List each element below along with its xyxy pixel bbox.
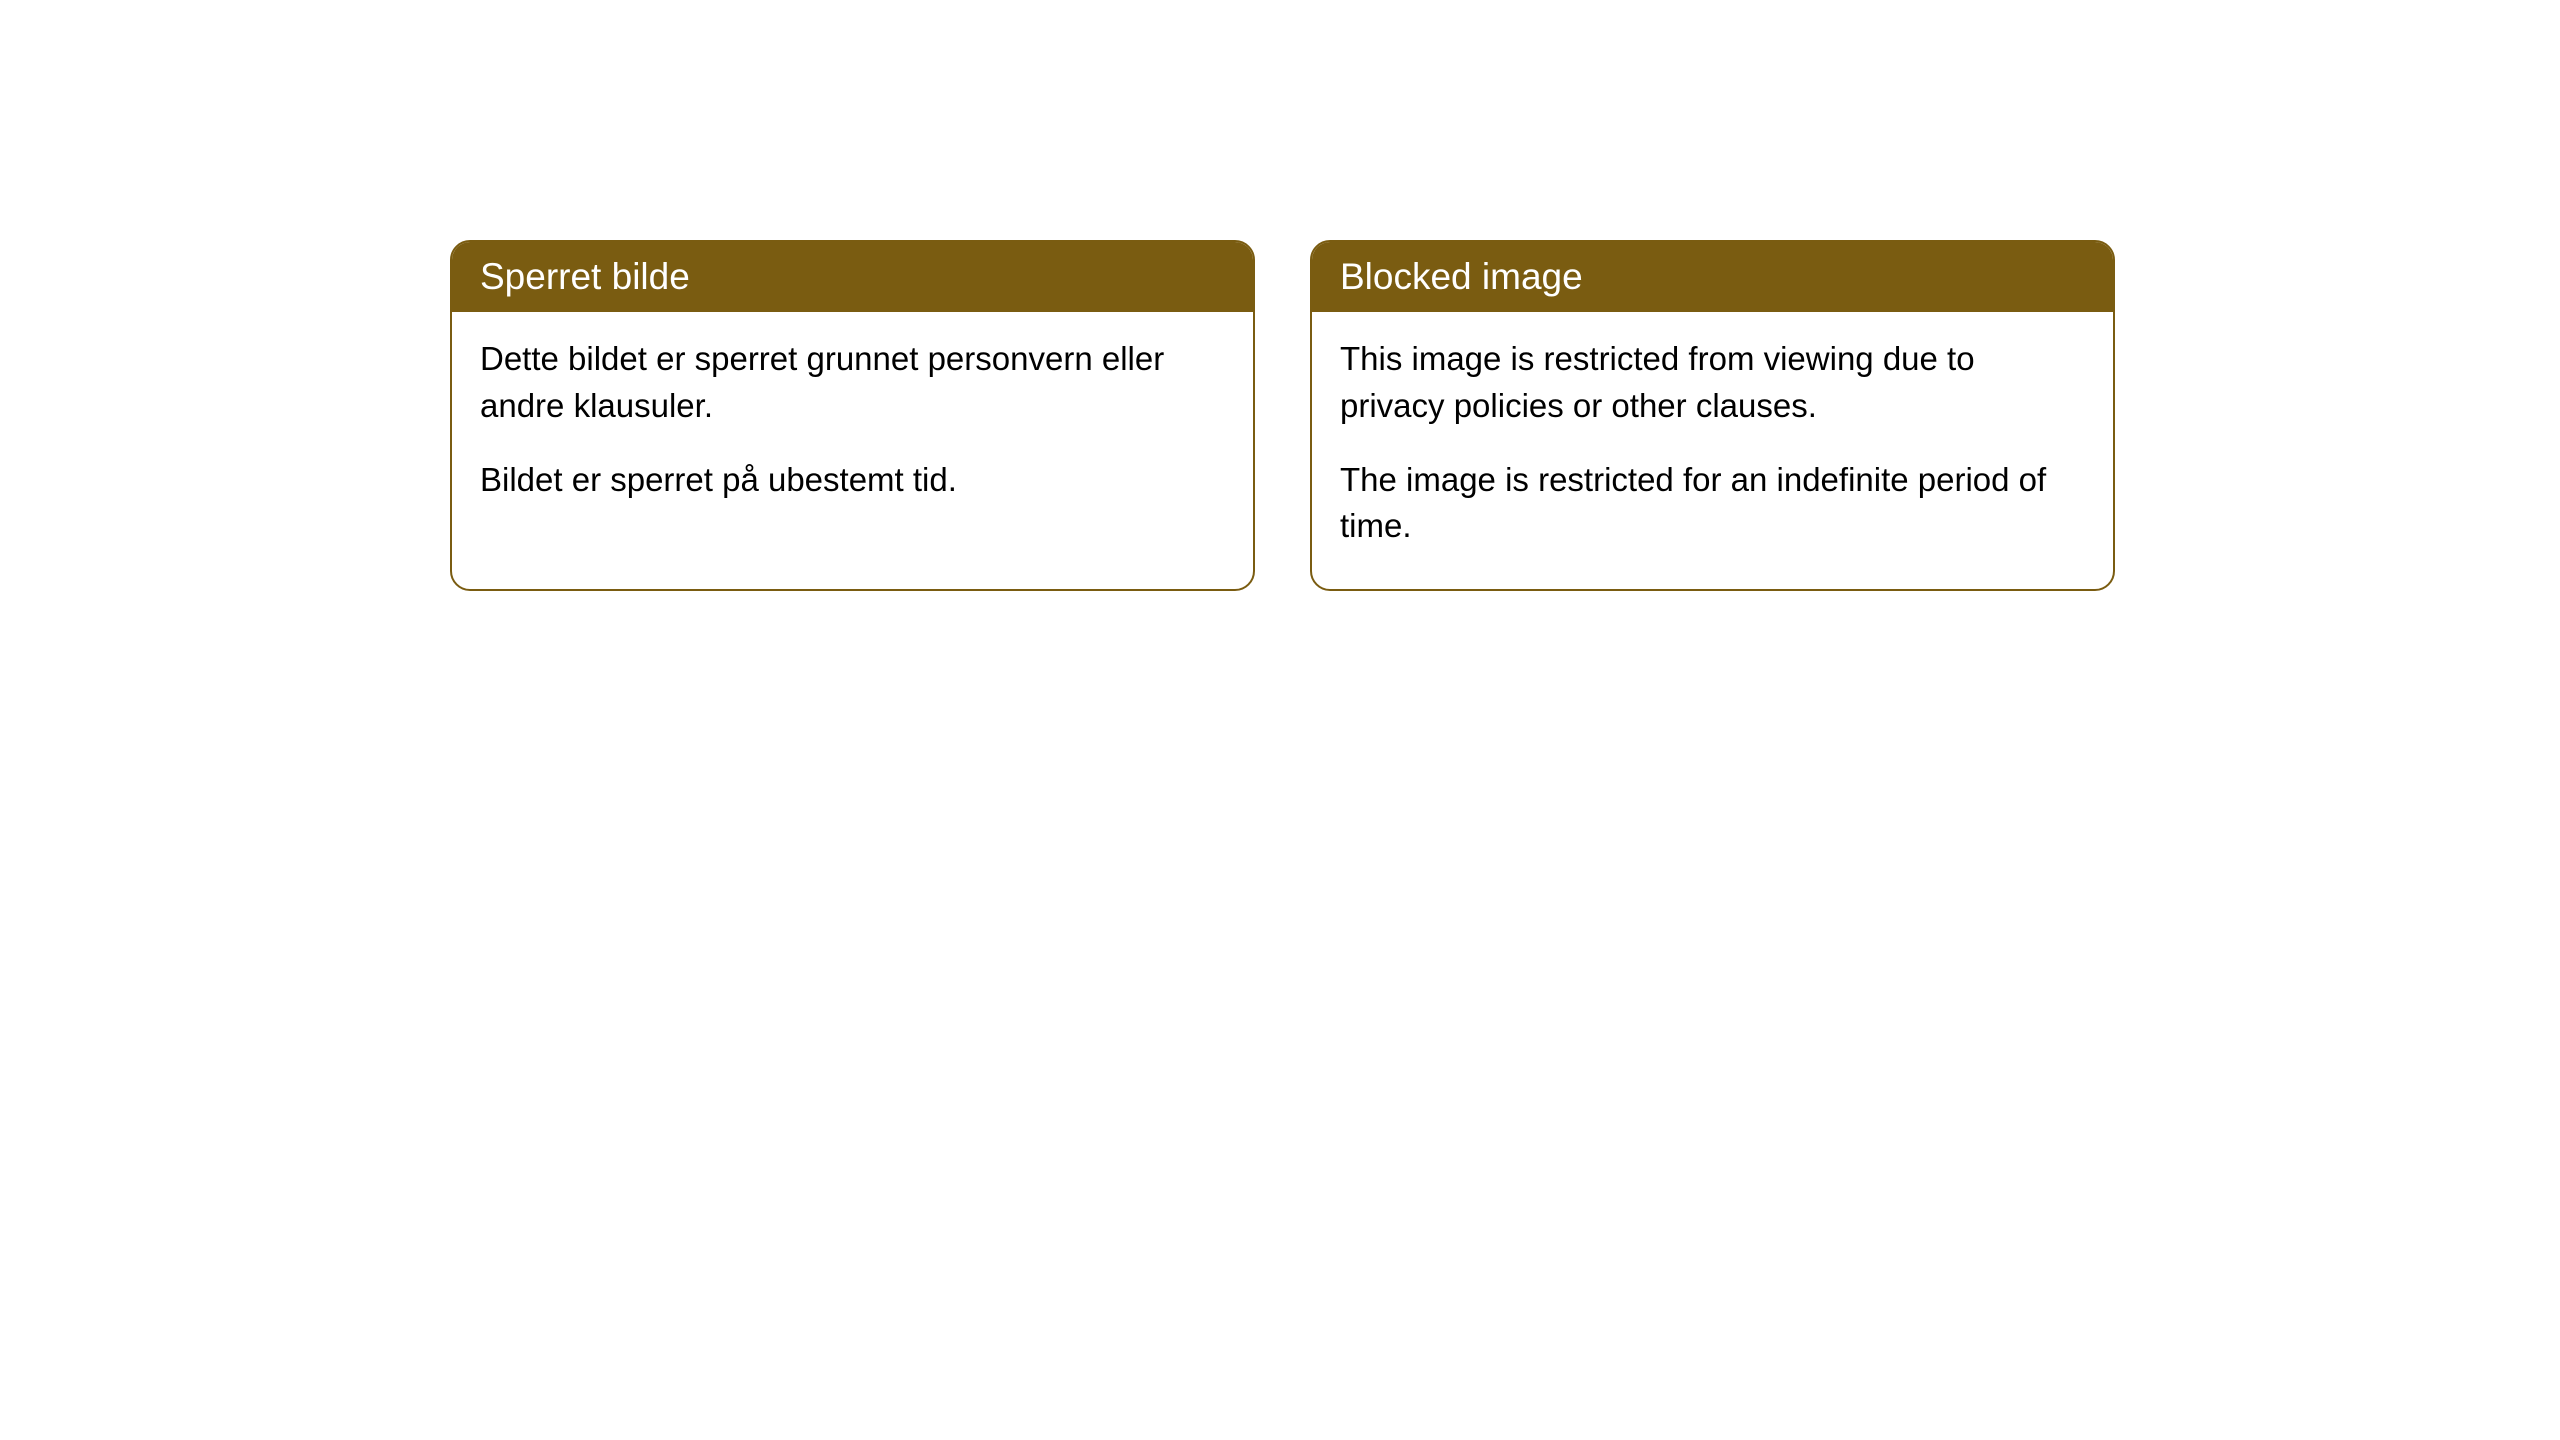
notice-card-english: Blocked image This image is restricted f… <box>1310 240 2115 591</box>
card-body: Dette bildet er sperret grunnet personve… <box>452 312 1253 543</box>
card-paragraph: Bildet er sperret på ubestemt tid. <box>480 457 1225 503</box>
card-title: Blocked image <box>1340 256 1583 297</box>
card-header: Blocked image <box>1312 242 2113 312</box>
card-title: Sperret bilde <box>480 256 690 297</box>
card-paragraph: Dette bildet er sperret grunnet personve… <box>480 336 1225 428</box>
card-body: This image is restricted from viewing du… <box>1312 312 2113 589</box>
card-paragraph: This image is restricted from viewing du… <box>1340 336 2085 428</box>
card-paragraph: The image is restricted for an indefinit… <box>1340 457 2085 549</box>
card-header: Sperret bilde <box>452 242 1253 312</box>
notice-card-norwegian: Sperret bilde Dette bildet er sperret gr… <box>450 240 1255 591</box>
notice-cards-container: Sperret bilde Dette bildet er sperret gr… <box>450 240 2115 591</box>
